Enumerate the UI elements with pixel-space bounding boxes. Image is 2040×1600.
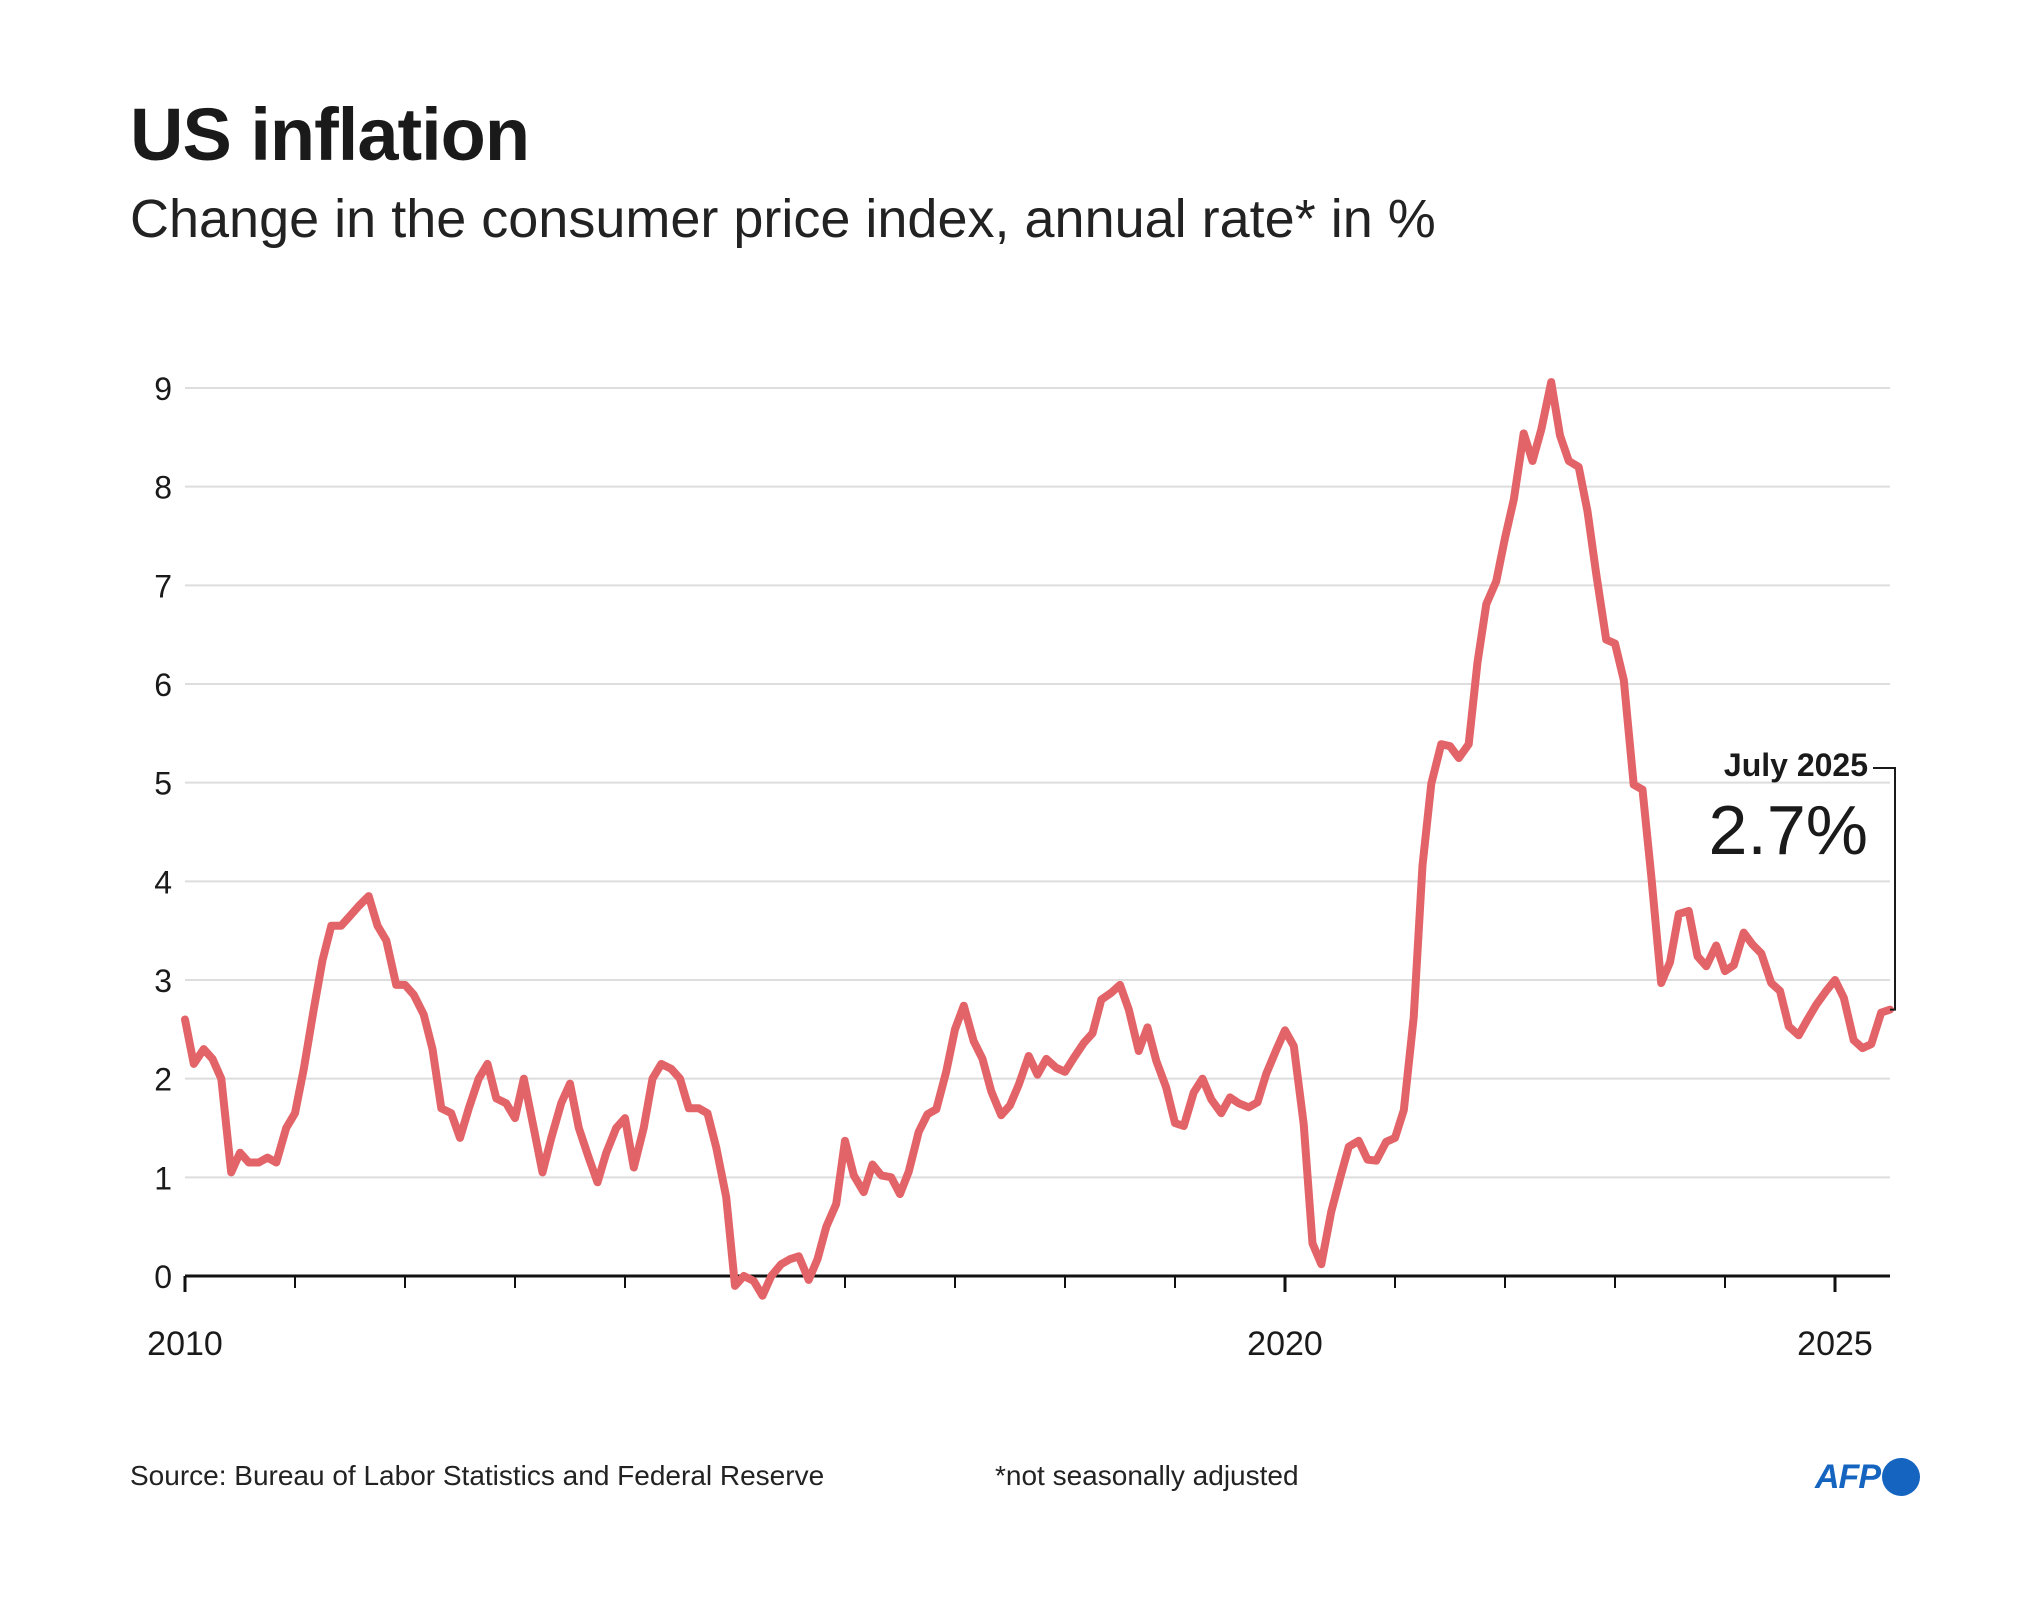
y-tick-label: 9 [154,371,172,407]
y-tick-label: 7 [154,568,172,604]
afp-logo-text: AFP [1815,1457,1881,1496]
footnote: *not seasonally adjusted [995,1460,1299,1491]
x-tick-label: 2025 [1797,1325,1873,1363]
gridlines [185,387,1890,1179]
chart-subtitle: Change in the consumer price index, annu… [130,189,1436,249]
data-series [181,378,1894,1300]
source-note: Source: Bureau of Labor Statistics and F… [130,1460,825,1491]
y-tick-label: 5 [154,766,172,802]
y-tick-label: 0 [154,1259,172,1295]
y-tick-label: 3 [154,963,172,999]
annotation-period: July 2025 [1724,747,1868,783]
afp-logo-dot [1882,1458,1920,1496]
x-axis: 2010 2020 2025 [147,1274,1890,1363]
y-tick-label: 2 [154,1062,172,1098]
y-tick-label: 6 [154,667,172,703]
y-tick-label: 4 [154,864,172,900]
chart-title: US inflation [130,93,530,176]
y-axis-ticks: 0 1 2 3 4 5 6 7 8 9 [154,371,172,1295]
x-tick-label: 2020 [1247,1325,1323,1363]
annotation-value: 2.7% [1708,791,1868,869]
annotation-leader-line [1873,767,1896,1011]
y-tick-label: 8 [154,470,172,506]
y-tick-label: 1 [154,1160,172,1196]
inflation-line [181,378,1894,1300]
afp-logo: AFP [1815,1455,1920,1499]
latest-value-annotation: July 2025 2.7% [1708,747,1896,1011]
x-tick-label: 2010 [147,1325,223,1363]
